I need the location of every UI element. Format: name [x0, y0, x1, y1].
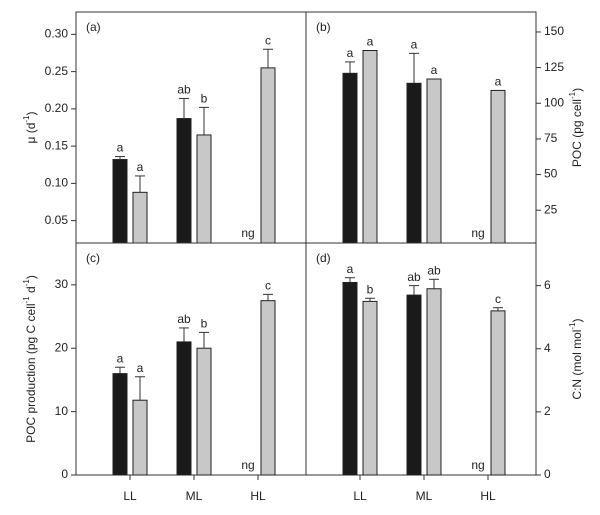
bar: [260, 300, 276, 476]
significance-letter: b: [201, 317, 208, 331]
y-tick-label: 0.20: [45, 101, 69, 115]
panel: (d) 0 2 4 6 C:N (mol mol-1) LL ML HL a ab b ab c ng: [305, 242, 584, 503]
bar: [490, 310, 506, 476]
x-tick-label: ML: [416, 489, 433, 503]
significance-letter: c: [495, 292, 501, 306]
y-tick-label: 20: [55, 340, 69, 354]
y-axis-label-superscript: -1: [22, 296, 31, 304]
x-tick-label: LL: [123, 489, 137, 503]
bar: [490, 89, 506, 244]
annotation: ng: [471, 458, 484, 472]
y-axis-label-part: POC (pg cell: [570, 99, 584, 167]
y-tick-label: 0.30: [45, 27, 69, 41]
annotation: ng: [241, 458, 254, 472]
panel-label: (a): [86, 20, 101, 34]
bar: [112, 373, 128, 476]
y-axis-label-part: ): [24, 111, 38, 115]
y-axis-label-part: d: [24, 286, 38, 296]
y-axis-label-part: ): [570, 88, 584, 92]
significance-letter: ab: [177, 83, 191, 97]
y-tick-label: 125: [544, 60, 564, 74]
bar: [196, 347, 212, 476]
significance-letter: a: [137, 160, 144, 174]
y-axis-label: μ (d-1): [22, 111, 38, 143]
bar: [406, 294, 422, 476]
bar: [426, 78, 442, 244]
significance-letter: a: [367, 35, 374, 49]
y-axis-label: POC (pg cell-1): [568, 88, 584, 167]
significance-letter: a: [347, 262, 354, 276]
bar: [362, 50, 378, 244]
significance-letter: c: [265, 33, 271, 47]
y-tick-label: 75: [544, 131, 558, 145]
bar: [176, 118, 192, 244]
y-tick-label: 2: [544, 404, 551, 418]
y-axis-label-superscript: -1: [22, 115, 31, 123]
y-tick-label: 4: [544, 341, 551, 355]
y-axis-label-part: POC production (pg C cell: [24, 303, 38, 442]
significance-letter: c: [265, 279, 271, 293]
bar: [362, 300, 378, 476]
y-tick-label: 0.25: [45, 64, 69, 78]
y-axis-label-superscript: -1: [568, 322, 577, 330]
bar: [132, 191, 148, 244]
y-axis-label-part: μ (d: [24, 123, 38, 144]
y-tick-label: 100: [544, 95, 564, 109]
y-tick-label: 0.05: [45, 213, 69, 227]
significance-letter: a: [117, 141, 124, 155]
y-axis-label: POC production (pg C cell-1 d-1): [22, 275, 38, 443]
y-tick-label: 6: [544, 278, 551, 292]
bar: [406, 82, 422, 244]
y-tick-label: 50: [544, 167, 558, 181]
panel: (a)0.050.100.150.200.250.30μ (d-1)aababc…: [22, 11, 307, 244]
y-tick-label: 0.15: [45, 138, 69, 152]
significance-letter: a: [411, 38, 418, 52]
y-tick-label: 0: [61, 467, 68, 481]
y-tick-label: 10: [55, 404, 69, 418]
bar: [342, 281, 358, 476]
panel-label: (d): [316, 251, 331, 265]
bar: [196, 134, 212, 244]
y-tick-label: 0.10: [45, 176, 69, 190]
panel-label: (c): [86, 251, 100, 265]
x-tick-label: LL: [353, 489, 367, 503]
bar: [112, 159, 128, 244]
significance-letter: b: [201, 92, 208, 106]
bar: [426, 288, 442, 476]
y-tick-label: 150: [544, 24, 564, 38]
y-axis-label-superscript: -1: [568, 91, 577, 99]
y-axis-label-part: ): [570, 318, 584, 322]
significance-letter: ab: [427, 263, 441, 277]
annotation: ng: [471, 226, 484, 240]
x-tick-label: ML: [186, 489, 203, 503]
panel-label: (b): [316, 20, 331, 34]
y-axis-label: C:N (mol mol-1): [568, 318, 584, 399]
significance-letter: a: [117, 351, 124, 365]
significance-letter: a: [495, 75, 502, 89]
significance-letter: ab: [407, 270, 421, 284]
y-axis-label-superscript: -1: [22, 279, 31, 287]
y-tick-label: 30: [55, 277, 69, 291]
significance-letter: a: [347, 46, 354, 60]
y-axis-label-part: C:N (mol mol: [570, 330, 584, 400]
significance-letter: b: [367, 282, 374, 296]
significance-letter: ab: [177, 312, 191, 326]
x-tick-label: HL: [250, 489, 266, 503]
y-tick-label: 0: [544, 467, 551, 481]
y-axis-label-part: ): [24, 275, 38, 279]
bar: [132, 399, 148, 476]
significance-letter: a: [431, 63, 438, 77]
bar: [176, 341, 192, 476]
bar: [260, 67, 276, 244]
y-tick-label: 25: [544, 202, 558, 216]
bar: [342, 72, 358, 244]
significance-letter: a: [137, 361, 144, 375]
x-tick-label: HL: [480, 489, 496, 503]
annotation: ng: [241, 226, 254, 240]
